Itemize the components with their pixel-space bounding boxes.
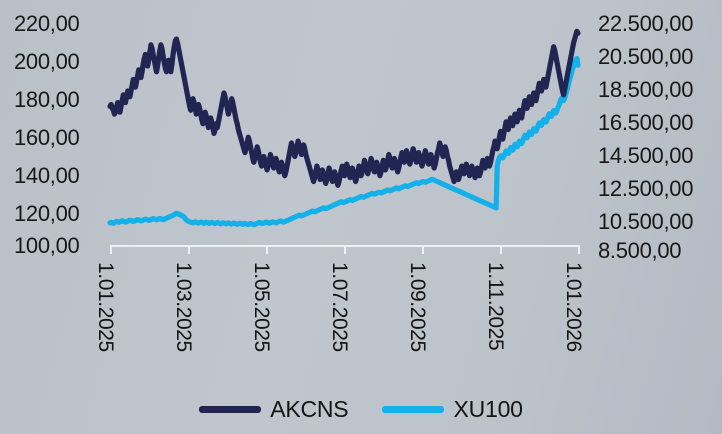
right-axis-tick-label: 22.500,00: [598, 11, 694, 36]
x-axis-tick: [344, 245, 346, 254]
x-axis-tick: [188, 245, 190, 254]
left-axis-tick-label: 120,00: [14, 201, 80, 226]
right-axis-tick-label: 18.500,00: [598, 77, 694, 102]
x-axis-tick: [578, 245, 580, 254]
legend-item-akcns[interactable]: AKCNS: [199, 396, 349, 423]
x-axis-tick-label: 1.01.2026: [562, 262, 585, 352]
right-axis-tick-label: 8.500,00: [598, 238, 682, 263]
chart-legend: AKCNS XU100: [0, 396, 722, 423]
left-axis-tick-label: 100,00: [14, 233, 80, 258]
right-axis-tick-label: 14.500,00: [598, 143, 694, 168]
right-axis-tick-label: 12.500,00: [598, 176, 694, 201]
right-axis-tick-label: 16.500,00: [598, 110, 694, 135]
legend-swatch-akcns: [199, 406, 262, 413]
x-axis-tick-label: 1.09.2025: [406, 262, 429, 352]
series-line-akcns: [107, 28, 581, 188]
left-axis-tick-label: 180,00: [14, 87, 80, 112]
x-axis-tick: [422, 245, 424, 254]
right-axis-tick-label: 20.500,00: [598, 44, 694, 69]
legend-item-xu100[interactable]: XU100: [382, 396, 523, 423]
x-axis-tick: [110, 245, 112, 254]
legend-swatch-xu100: [382, 406, 445, 413]
x-axis-tick-label: 1.11.2025: [484, 262, 507, 351]
left-axis-tick-label: 200,00: [14, 49, 80, 74]
left-axis-tick-label: 140,00: [14, 163, 80, 188]
plot-area: [107, 14, 581, 245]
x-axis-tick-label: 1.03.2025: [172, 262, 195, 352]
series-line-xu100: [107, 55, 581, 228]
left-axis-tick-label: 220,00: [14, 11, 80, 36]
legend-label-xu100: XU100: [453, 396, 523, 422]
x-axis-tick-label: 1.07.2025: [328, 262, 351, 352]
left-axis-tick-label: 160,00: [14, 125, 80, 150]
x-axis-tick: [266, 245, 268, 254]
x-axis-tick-label: 1.05.2025: [250, 262, 273, 352]
legend-label-akcns: AKCNS: [270, 396, 349, 422]
right-axis-tick-label: 10.500,00: [598, 209, 694, 234]
x-axis-tick: [500, 245, 502, 254]
series-canvas: [107, 28, 581, 228]
x-axis-tick-label: 1.01.2025: [94, 262, 117, 352]
